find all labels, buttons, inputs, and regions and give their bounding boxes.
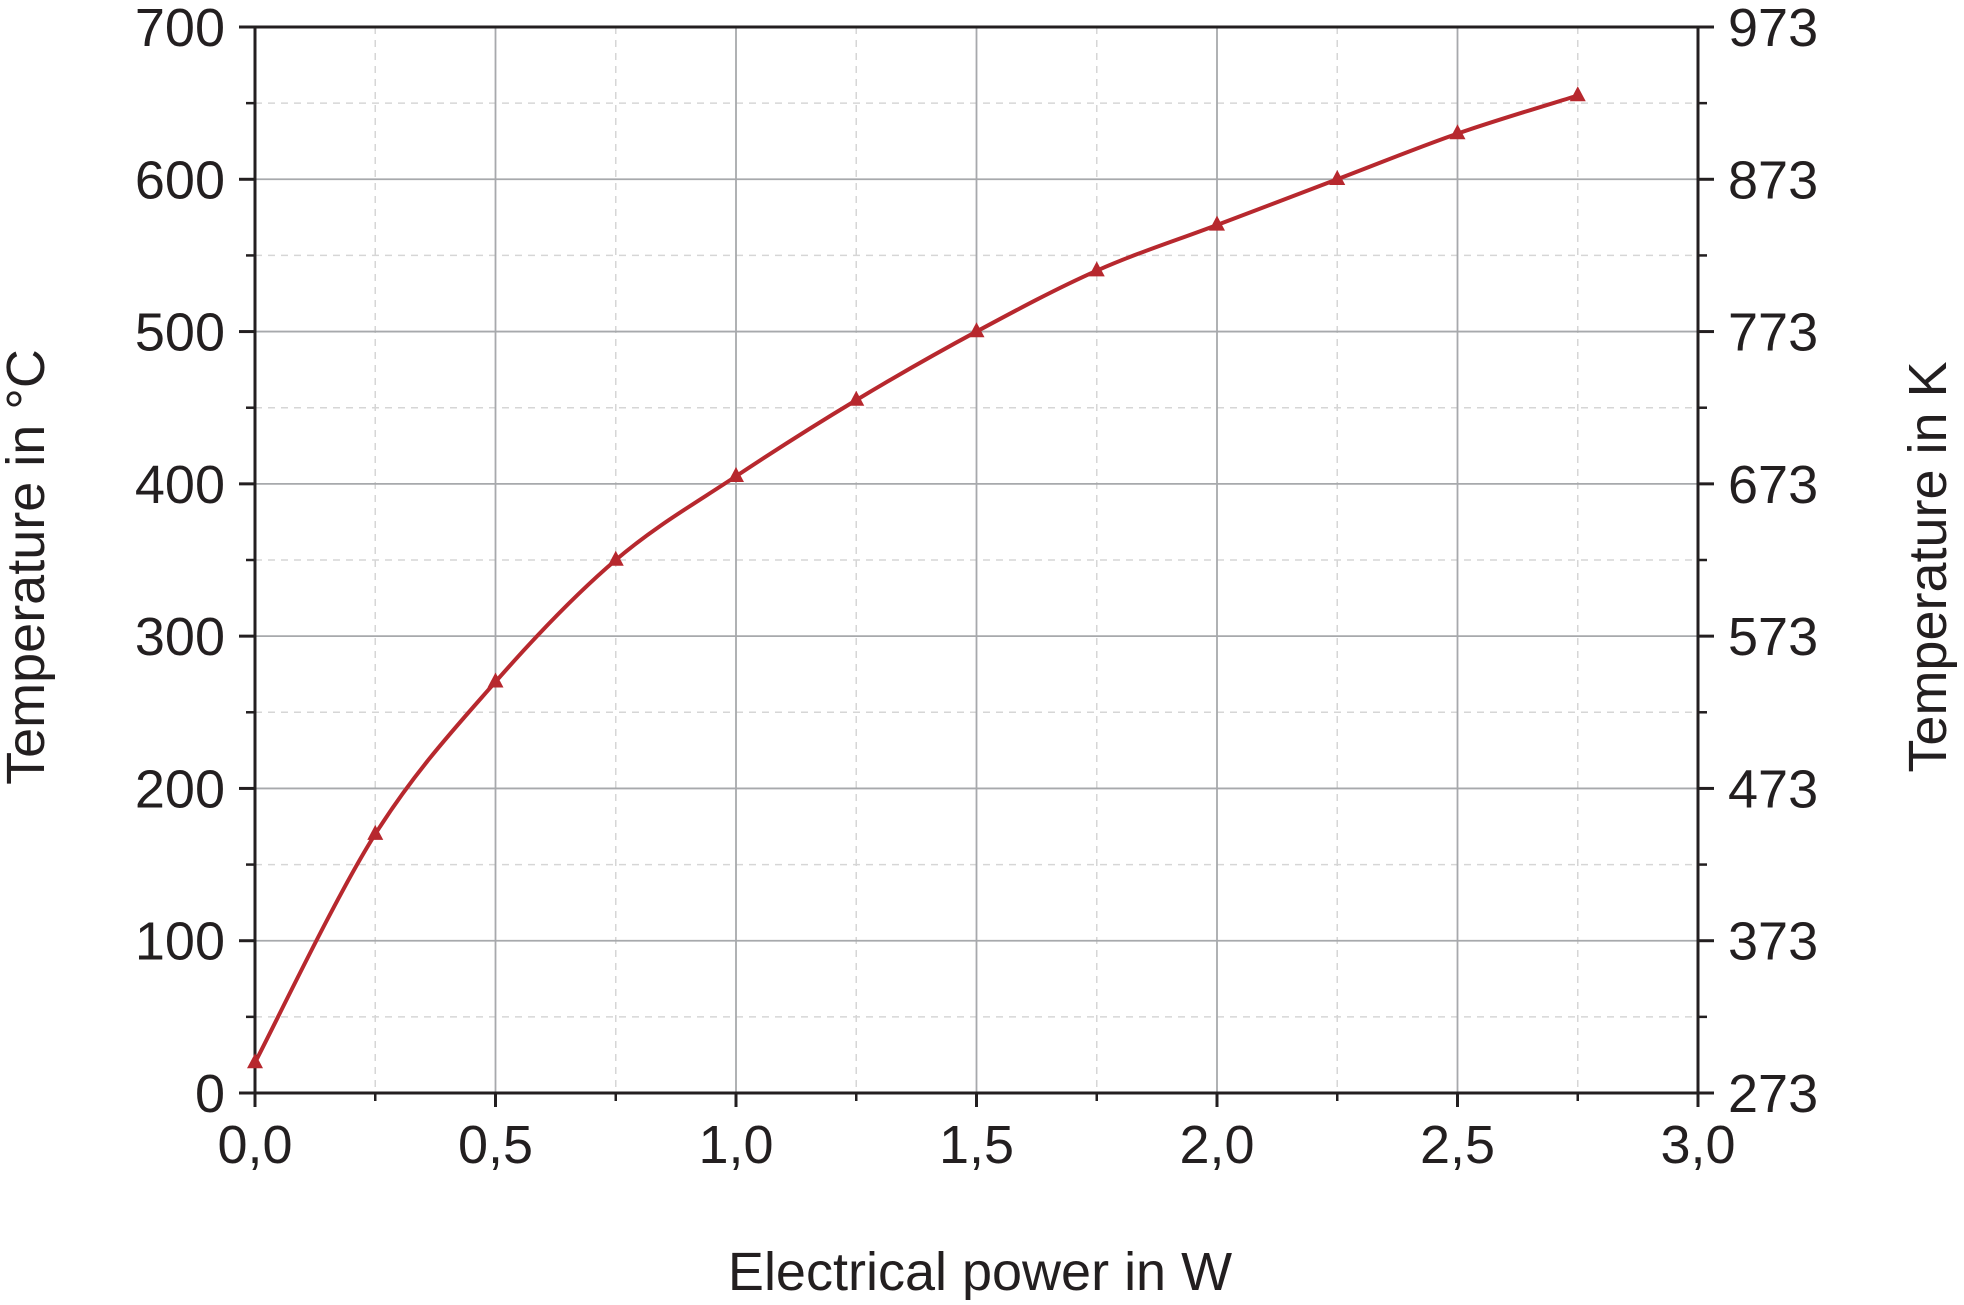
- y-tick-label: 0: [195, 1064, 225, 1124]
- data-point-marker: [487, 672, 504, 688]
- y2-axis-title: Temperature in K: [1898, 361, 1958, 772]
- x-tick-label: 0,5: [458, 1115, 533, 1175]
- y-tick-label: 100: [135, 912, 225, 972]
- ticks: [239, 25, 1714, 1107]
- x-tick-label: 1,0: [698, 1115, 773, 1175]
- data-point-marker: [848, 390, 865, 406]
- data-point-marker: [247, 1053, 263, 1069]
- data-point-marker: [968, 322, 985, 338]
- y2-tick-label: 773: [1728, 303, 1818, 363]
- data-point-marker: [1088, 261, 1105, 277]
- y2-tick-label: 973: [1728, 0, 1818, 58]
- y-tick-label: 600: [135, 150, 225, 210]
- x-tick-label: 1,5: [939, 1115, 1014, 1175]
- data-point-marker: [1449, 124, 1466, 140]
- grid: [255, 27, 1698, 1093]
- data-point-marker: [367, 824, 384, 840]
- x-tick-label: 0,0: [217, 1115, 292, 1175]
- data-point-marker: [1569, 86, 1586, 102]
- y2-tick-label: 873: [1728, 150, 1818, 210]
- y2-tick-label: 573: [1728, 607, 1818, 667]
- x-axis-title: Electrical power in W: [728, 1242, 1232, 1300]
- y2-tick-label: 473: [1728, 759, 1818, 819]
- tick-labels: 0,0 0,5 1,0 1,5 2,0 2,5 3,0 0 273 100 373 200 473 300…: [135, 0, 1818, 1175]
- data-point-marker: [1329, 169, 1346, 185]
- x-tick-label: 3,0: [1660, 1115, 1735, 1175]
- x-tick-label: 2,0: [1179, 1115, 1254, 1175]
- y-tick-label: 300: [135, 607, 225, 667]
- x-tick-label: 2,5: [1420, 1115, 1495, 1175]
- series-line: [253, 93, 1579, 1064]
- y-tick-label: 700: [135, 0, 225, 58]
- data-point-marker: [1209, 215, 1225, 231]
- data-point-marker: [607, 550, 624, 566]
- series: [247, 86, 1586, 1069]
- y-axis-title: Temperature in °C: [0, 349, 56, 785]
- y2-tick-label: 373: [1728, 912, 1818, 972]
- y2-tick-label: 673: [1728, 455, 1818, 515]
- y-tick-label: 500: [135, 303, 225, 363]
- y2-tick-label: 273: [1728, 1064, 1818, 1124]
- y-tick-label: 200: [135, 759, 225, 819]
- data-point-marker: [728, 466, 744, 482]
- y-tick-label: 400: [135, 455, 225, 515]
